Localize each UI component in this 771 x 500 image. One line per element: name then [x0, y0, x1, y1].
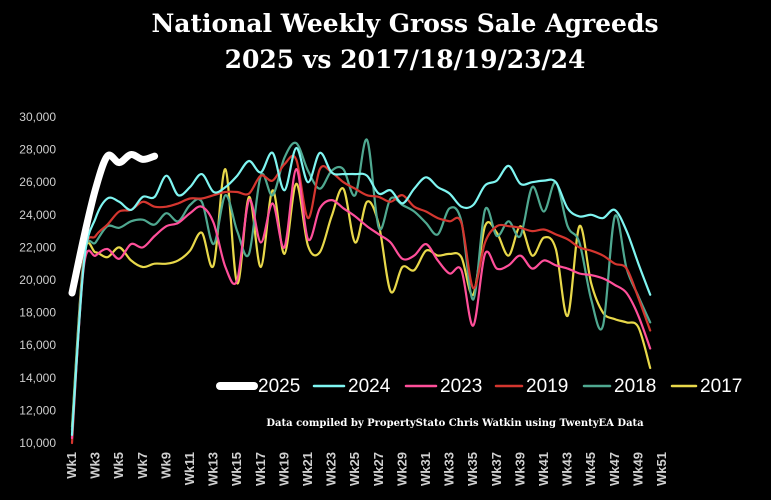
x-tick-label: Wk7: [135, 452, 150, 479]
x-tick-label: Wk9: [158, 452, 173, 479]
x-tick-label: Wk29: [394, 452, 409, 486]
y-tick-label: 30,000: [19, 110, 56, 124]
x-tick-label: Wk35: [465, 452, 480, 486]
x-axis-ticks: Wk1 Wk3 Wk5 Wk7 Wk9 Wk11 Wk13 Wk15 Wk17 Wk19 Wk21 W…: [64, 452, 669, 486]
data-source-note: Data compiled by PropertyStato Chris Wat…: [266, 418, 644, 429]
x-tick-label: Wk41: [536, 452, 551, 486]
series-line-2025: [68, 150, 159, 297]
x-tick-label: Wk27: [371, 452, 386, 486]
legend-label-2024: 2024: [348, 376, 391, 397]
y-tick-label: 20,000: [19, 273, 56, 287]
y-tick-label: 10,000: [19, 436, 56, 450]
legend-label-2025: 2025: [258, 376, 300, 397]
x-tick-label: Wk21: [300, 452, 315, 486]
x-tick-label: Wk11: [182, 452, 197, 485]
x-tick-label: Wk13: [206, 452, 221, 486]
series-line-2024: [70, 146, 652, 436]
series-line-2023: [70, 168, 652, 440]
y-tick-label: 16,000: [19, 338, 56, 352]
series-line-2017: [70, 168, 652, 428]
legend: 2025 2024 2023 2019 2018 2017: [216, 376, 742, 397]
series-lines: [68, 138, 652, 445]
chart-title: National Weekly Gross Sale Agreeds: [151, 9, 658, 38]
x-tick-label: Wk39: [512, 452, 527, 486]
x-tick-label: Wk1: [64, 452, 79, 479]
x-tick-label: Wk15: [229, 452, 244, 486]
y-tick-label: 12,000: [19, 403, 56, 417]
x-tick-label: Wk31: [418, 452, 433, 486]
x-tick-label: Wk47: [607, 452, 622, 486]
y-tick-label: 24,000: [19, 208, 56, 222]
x-tick-label: Wk25: [347, 452, 362, 486]
y-tick-label: 14,000: [19, 371, 56, 385]
y-tick-label: 18,000: [19, 306, 56, 320]
chart-subtitle: 2025 vs 2017/18/19/23/24: [225, 45, 586, 74]
x-tick-label: Wk45: [583, 452, 598, 486]
x-tick-label: Wk51: [654, 452, 669, 486]
y-tick-label: 26,000: [19, 175, 56, 189]
legend-label-2019: 2019: [526, 376, 568, 397]
x-tick-label: Wk49: [630, 452, 645, 486]
x-tick-label: Wk43: [560, 452, 575, 486]
y-tick-label: 22,000: [19, 240, 56, 254]
x-tick-label: Wk23: [324, 452, 339, 486]
x-tick-label: Wk37: [489, 452, 504, 486]
x-tick-label: Wk5: [111, 452, 126, 479]
y-tick-label: 28,000: [19, 143, 56, 157]
series-line-2019: [70, 154, 652, 445]
x-tick-label: Wk17: [253, 452, 268, 486]
x-tick-label: Wk3: [88, 452, 103, 479]
y-axis-ticks: 10,000 12,000 14,000 16,000 18,000 20,000 22,0…: [19, 110, 56, 450]
x-tick-label: Wk33: [442, 452, 457, 486]
legend-label-2017: 2017: [700, 376, 742, 397]
x-tick-label: Wk19: [276, 452, 291, 486]
legend-label-2018: 2018: [614, 376, 656, 397]
legend-label-2023: 2023: [440, 376, 482, 397]
